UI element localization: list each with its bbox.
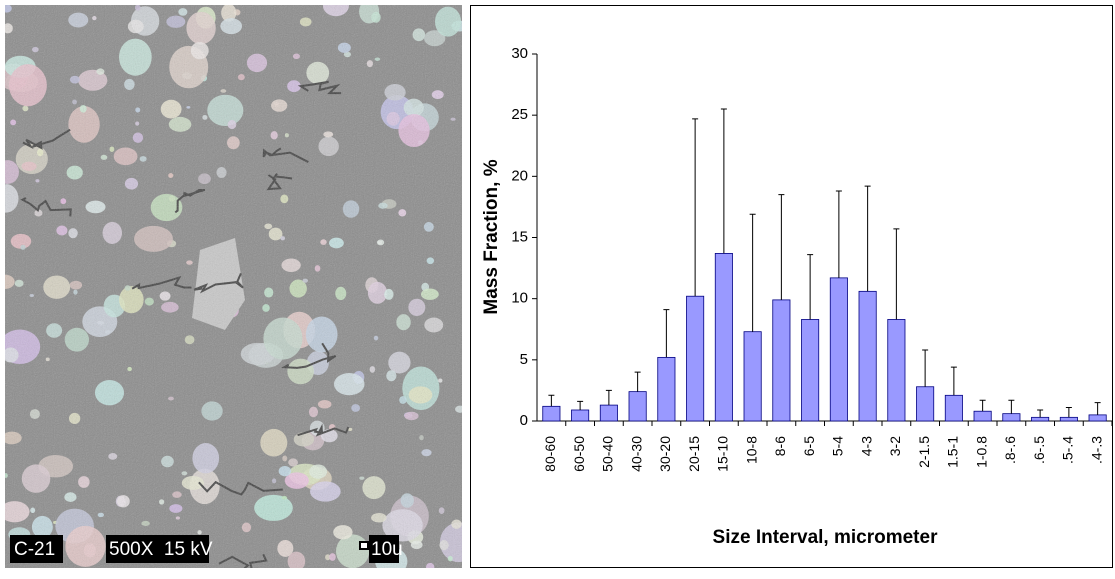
error-bar	[979, 399, 986, 412]
sample-label: C-21	[14, 539, 55, 560]
x-tick-label: 10-8	[743, 436, 759, 464]
y-tick-label: 30	[511, 45, 528, 62]
y-tick-label: 10	[511, 290, 528, 307]
error-bar	[663, 309, 670, 358]
bar	[916, 386, 935, 422]
error-bar	[720, 108, 727, 254]
bar	[628, 391, 647, 422]
bar	[887, 319, 906, 422]
label-box	[106, 535, 209, 563]
bar	[542, 405, 561, 422]
bar	[1031, 416, 1050, 422]
bar	[571, 409, 590, 422]
bar	[743, 331, 762, 422]
x-tick-label: 60-50	[571, 436, 587, 472]
y-axis-title: Mass Fraction, %	[481, 159, 502, 314]
scale-bar	[359, 541, 369, 550]
x-tick-label: 20-15	[686, 436, 702, 472]
sem-texture	[5, 5, 462, 568]
x-tick-label: 80-60	[542, 436, 558, 472]
x-tick-label: .4-.3	[1088, 436, 1104, 464]
x-tick-label: .5-.4	[1060, 436, 1076, 464]
y-tick-label: 0	[520, 412, 528, 429]
y-tick-label: 15	[511, 228, 528, 245]
label-box	[10, 535, 63, 563]
x-tick-label: 2-1.5	[916, 436, 932, 468]
bar	[944, 394, 963, 422]
error-bar	[950, 366, 957, 396]
bar	[858, 290, 877, 422]
error-bar	[1037, 409, 1044, 418]
x-tick-label: 15-10	[715, 436, 731, 472]
error-bar	[577, 400, 584, 410]
error-bar	[864, 185, 871, 292]
error-bar	[749, 213, 756, 332]
x-tick-label: .6-.5	[1031, 436, 1047, 464]
error-bar	[778, 194, 785, 300]
x-tick-label: 1.5-1	[945, 436, 961, 468]
scale-label: 10u	[371, 539, 403, 560]
bar	[1088, 414, 1107, 422]
x-tick-label: 50-40	[600, 436, 616, 472]
bar	[686, 295, 705, 422]
error-bar	[807, 254, 814, 320]
x-tick-label: 40-30	[628, 436, 644, 472]
bar	[599, 404, 618, 422]
x-tick-label: 8-6	[772, 436, 788, 456]
error-bar	[893, 228, 900, 320]
error-bar	[605, 389, 612, 406]
bar	[772, 299, 791, 422]
y-tick-label: 5	[520, 351, 528, 368]
x-tick-label: 4-3	[858, 436, 874, 456]
bar	[801, 319, 820, 422]
chart-frame	[470, 5, 1113, 568]
bar	[829, 277, 848, 422]
error-bar	[1065, 407, 1072, 418]
x-axis-title: Size Interval, micrometer	[713, 527, 939, 548]
error-bar	[1094, 402, 1101, 415]
bar	[657, 356, 676, 422]
x-tick-label: 1-0.8	[973, 436, 989, 468]
error-bar	[835, 190, 842, 278]
label-box	[369, 535, 399, 563]
error-bar	[634, 371, 641, 392]
error-bar	[692, 118, 699, 297]
magnification-label: 500X 15 kV	[109, 539, 213, 560]
x-tick-label: 3-2	[887, 436, 903, 456]
error-bar	[922, 349, 929, 387]
y-tick-label: 20	[511, 167, 528, 184]
bar	[1059, 416, 1078, 422]
bar	[973, 410, 992, 422]
error-bar	[1008, 399, 1015, 414]
error-bar	[548, 394, 555, 407]
y-tick-label: 25	[511, 106, 528, 123]
x-tick-label: .8-.6	[1002, 436, 1018, 464]
chart: Mass Fraction, % Size Interval, micromet…	[481, 45, 1113, 548]
x-tick-label: 6-5	[801, 436, 817, 456]
bar	[714, 253, 733, 422]
x-tick-label: 5-4	[830, 436, 846, 456]
bar	[1002, 413, 1021, 422]
x-tick-label: 30-20	[657, 436, 673, 472]
